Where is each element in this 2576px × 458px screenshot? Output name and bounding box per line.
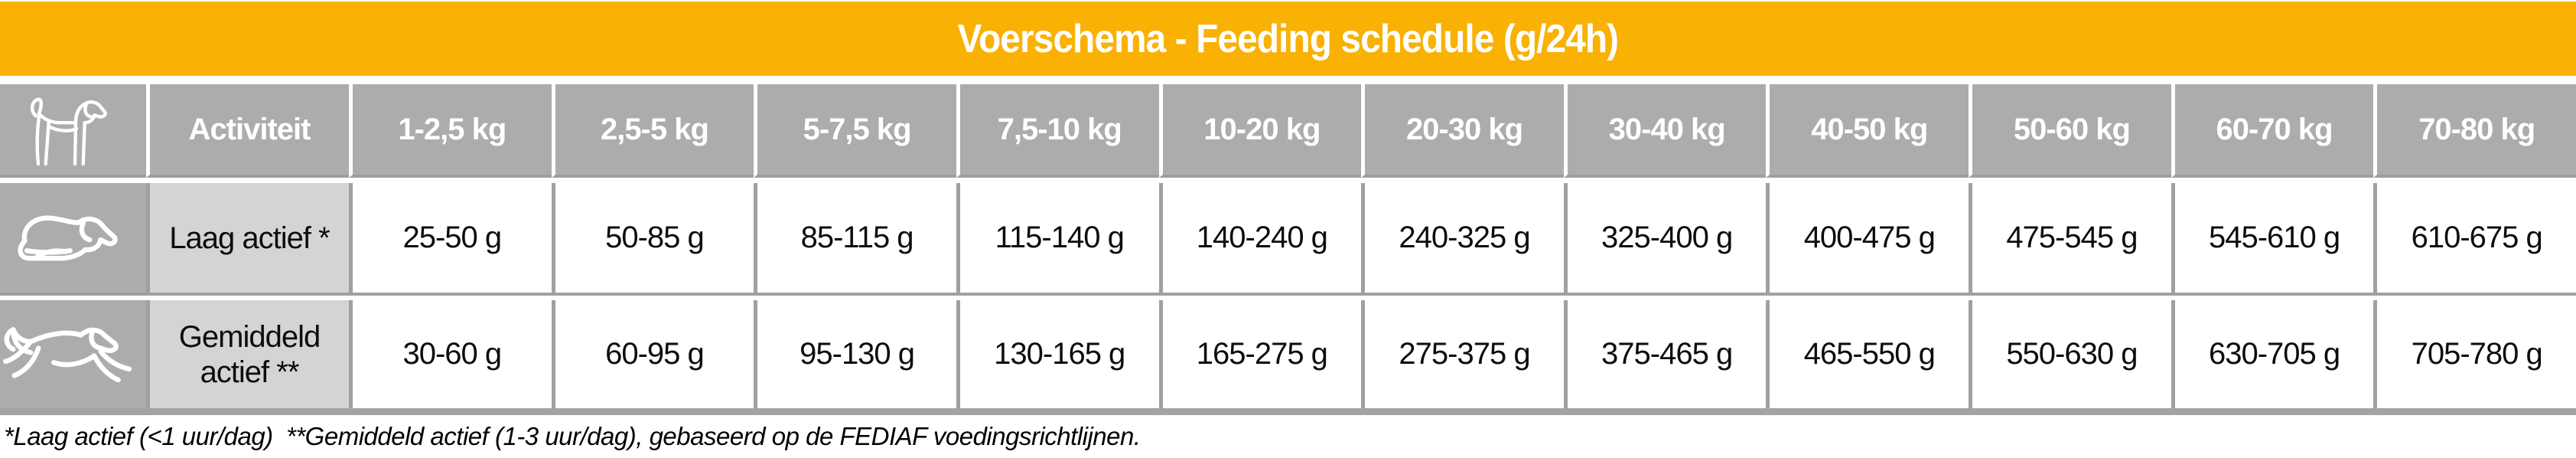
value-cell: 60-95 g — [551, 300, 754, 408]
column-header-weight-6: 20-30 kg — [1361, 84, 1564, 178]
table-row-gemiddeld-actief: Gemiddeld actief ** 30-60 g 60-95 g 95-1… — [0, 300, 2576, 408]
banner-title: Voerschema - Feeding schedule (g/24h) — [957, 16, 1620, 61]
row-icon-cell — [0, 183, 146, 296]
standing-dog-icon — [30, 97, 107, 166]
table-header-row: Activiteit 1-2,5 kg 2,5-5 kg 5-7,5 kg 7,… — [0, 84, 2576, 178]
column-header-weight-4: 7,5-10 kg — [956, 84, 1159, 178]
table-row-laag-actief: Laag actief * 25-50 g 50-85 g 85-115 g 1… — [0, 183, 2576, 296]
value-cell: 165-275 g — [1158, 300, 1362, 408]
column-header-weight-8: 40-50 kg — [1766, 84, 1969, 178]
column-header-weight-3: 5-7,5 kg — [754, 84, 956, 178]
activity-label: Gemiddeld actief ** — [146, 300, 349, 408]
value-cell: 30-60 g — [349, 300, 552, 408]
header-icon-cell — [0, 84, 146, 178]
column-header-weight-10: 60-70 kg — [2171, 84, 2374, 178]
column-header-activiteit: Activiteit — [146, 84, 349, 178]
banner: Voerschema - Feeding schedule (g/24h) — [0, 2, 2576, 76]
footnote: *Laag actief (<1 uur/dag) **Gemiddeld ac… — [4, 422, 1141, 450]
value-cell: 140-240 g — [1158, 183, 1362, 296]
column-header-weight-11: 70-80 kg — [2373, 84, 2576, 178]
value-cell: 705-780 g — [2373, 300, 2576, 408]
value-cell: 115-140 g — [956, 183, 1159, 296]
value-cell: 240-325 g — [1361, 183, 1564, 296]
table-bottom-border — [0, 408, 2576, 415]
value-cell: 375-465 g — [1563, 300, 1767, 408]
value-cell: 545-610 g — [2171, 183, 2374, 296]
value-cell: 275-375 g — [1361, 300, 1564, 408]
column-header-weight-1: 1-2,5 kg — [349, 84, 552, 178]
value-cell: 325-400 g — [1563, 183, 1767, 296]
value-cell: 50-85 g — [551, 183, 754, 296]
column-header-weight-9: 50-60 kg — [1969, 84, 2171, 178]
row-icon-cell — [0, 300, 146, 408]
value-cell: 130-165 g — [956, 300, 1159, 408]
column-header-weight-2: 2,5-5 kg — [551, 84, 754, 178]
value-cell: 610-675 g — [2373, 183, 2576, 296]
value-cell: 85-115 g — [754, 183, 956, 296]
column-header-weight-5: 10-20 kg — [1158, 84, 1362, 178]
column-header-weight-7: 30-40 kg — [1563, 84, 1767, 178]
activity-label: Laag actief * — [146, 183, 349, 296]
lying-dog-icon — [17, 215, 118, 260]
value-cell: 95-130 g — [754, 300, 956, 408]
value-cell: 550-630 g — [1969, 300, 2171, 408]
value-cell: 400-475 g — [1766, 183, 1969, 296]
value-cell: 25-50 g — [349, 183, 552, 296]
value-cell: 475-545 g — [1969, 183, 2171, 296]
running-dog-icon — [2, 327, 132, 383]
value-cell: 630-705 g — [2171, 300, 2374, 408]
value-cell: 465-550 g — [1766, 300, 1969, 408]
